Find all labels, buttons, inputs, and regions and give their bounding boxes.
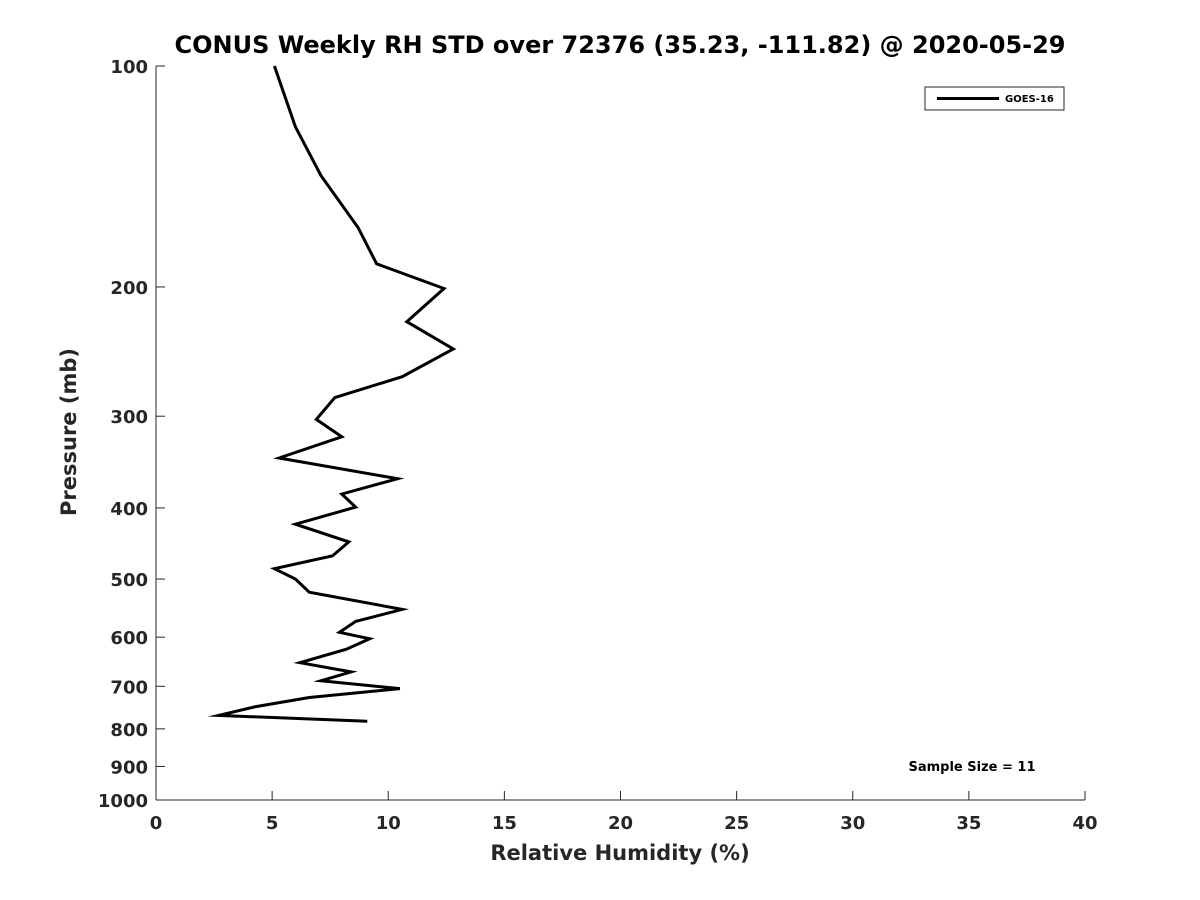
x-tick-label: 30 bbox=[840, 813, 865, 834]
x-tick-label: 35 bbox=[956, 813, 981, 834]
x-tick-label: 40 bbox=[1072, 813, 1097, 834]
chart-title: CONUS Weekly RH STD over 72376 (35.23, -… bbox=[174, 31, 1065, 59]
x-tick-label: 0 bbox=[150, 813, 163, 834]
y-tick-label: 900 bbox=[110, 757, 148, 778]
legend: GOES-16 bbox=[924, 86, 1065, 111]
x-tick-label: 10 bbox=[376, 813, 401, 834]
y-tick-label: 1000 bbox=[98, 791, 148, 812]
y-tick-label: 500 bbox=[110, 570, 148, 591]
x-tick-label: 15 bbox=[492, 813, 517, 834]
y-tick-label: 300 bbox=[110, 407, 148, 428]
y-tick-label: 100 bbox=[110, 57, 148, 78]
sample-size-annotation: Sample Size = 11 bbox=[908, 760, 1035, 775]
y-tick-label: 600 bbox=[110, 628, 148, 649]
x-tick-label: 20 bbox=[608, 813, 633, 834]
x-tick-label: 5 bbox=[266, 813, 279, 834]
x-axis-label: Relative Humidity (%) bbox=[490, 841, 749, 865]
y-axis-label: Pressure (mb) bbox=[57, 348, 81, 516]
legend-label-goes-16: GOES-16 bbox=[1005, 94, 1054, 105]
y-tick-label: 800 bbox=[110, 720, 148, 741]
y-tick-label: 400 bbox=[110, 499, 148, 520]
plot-series bbox=[207, 65, 457, 723]
y-tick-label: 700 bbox=[110, 677, 148, 698]
y-tick-label: 200 bbox=[110, 278, 148, 299]
plot-axes: 0 5 10 15 20 25 30 35 40 100 200 300 400 500 600 700 800… bbox=[98, 57, 1098, 834]
series-line-goes-16 bbox=[207, 65, 457, 723]
x-tick-label: 25 bbox=[724, 813, 749, 834]
